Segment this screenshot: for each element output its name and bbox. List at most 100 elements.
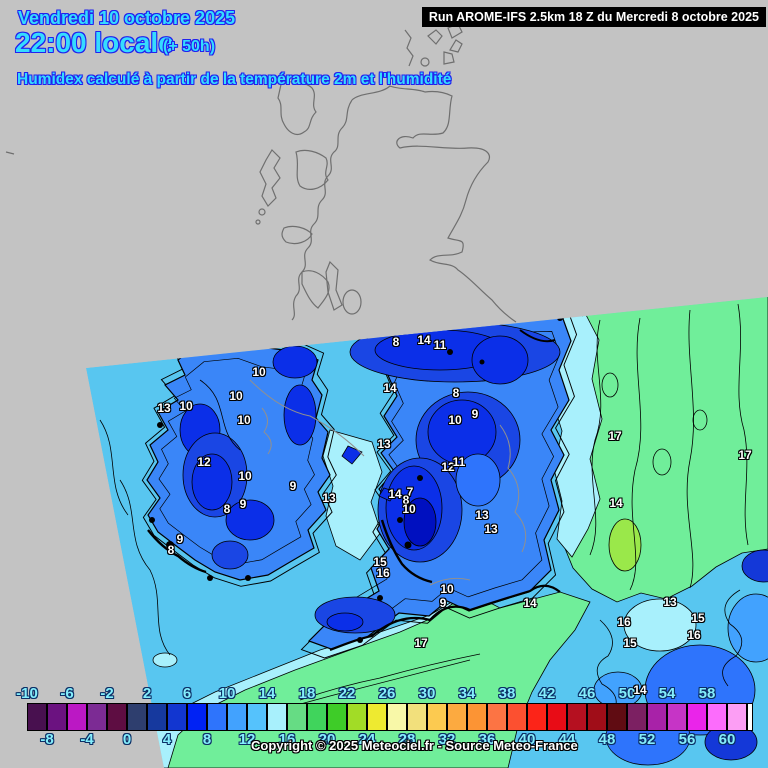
scale-tick: 56	[678, 731, 696, 748]
date-label: Vendredi 10 octobre 2025	[18, 8, 236, 28]
scale-tick: 40	[518, 731, 536, 748]
scale-tick: 36	[478, 731, 496, 748]
humidex-value-label: 15	[691, 611, 705, 625]
humidex-value-label: 13	[663, 595, 677, 609]
scale-cell	[707, 703, 727, 731]
ireland-region	[141, 329, 337, 587]
humidex-value-label: 15	[623, 636, 637, 650]
scale-tick: 0	[122, 731, 132, 748]
scale-cell	[447, 703, 467, 731]
scale-cell	[667, 703, 687, 731]
humidex-value-label: 13	[484, 522, 498, 536]
humidex-value-label: 16	[617, 615, 631, 629]
scale-tick: 32	[438, 731, 456, 748]
scale-cell	[427, 703, 447, 731]
scale-tick: 14	[258, 685, 276, 702]
humidex-value-label: 9	[289, 479, 297, 493]
scale-tick: 18	[298, 685, 316, 702]
scale-cell	[587, 703, 607, 731]
scale-cell	[647, 703, 667, 731]
humidex-value-label: 14	[383, 381, 397, 395]
time-label: 22:00 locale	[15, 27, 174, 58]
humidex-value-label: 9	[239, 497, 247, 511]
humidex-value-label: 14	[633, 683, 647, 697]
scale-cell	[267, 703, 287, 731]
scale-cell	[147, 703, 167, 731]
scale-tick: -10	[16, 685, 38, 702]
scale-tick: 16	[278, 731, 296, 748]
scale-tick: 44	[558, 731, 576, 748]
humidex-value-label: 10	[179, 399, 193, 413]
scale-tick: 60	[718, 731, 736, 748]
scale-tick: 46	[578, 685, 596, 702]
scale-tick: -8	[40, 731, 54, 748]
border-lines	[249, 379, 527, 586]
scale-cell	[107, 703, 127, 731]
humidex-value-label: 13	[322, 491, 336, 505]
scale-tick: 4	[162, 731, 172, 748]
scale-cell	[527, 703, 547, 731]
scale-end-cap	[747, 703, 753, 731]
humidex-value-label: 11	[452, 455, 466, 469]
humidex-value-label: 8	[402, 493, 410, 507]
forecast-offset-label: (+ 50h)	[163, 38, 216, 55]
scale-tick: 54	[658, 685, 676, 702]
scale-cell	[507, 703, 527, 731]
scale-cell	[347, 703, 367, 731]
humidex-value-label: 12	[197, 455, 211, 469]
scale-cell	[227, 703, 247, 731]
humidex-value-label: 14	[417, 333, 431, 347]
scale-cell	[407, 703, 427, 731]
coastline-outside-domain	[5, 23, 517, 323]
humidex-value-label: 10	[448, 413, 462, 427]
parameter-title: Humidex calculé à partir de la températu…	[17, 71, 452, 88]
scale-cell	[367, 703, 387, 731]
scale-cell	[467, 703, 487, 731]
scale-cell	[67, 703, 87, 731]
scale-cell	[287, 703, 307, 731]
scale-tick: 10	[218, 685, 236, 702]
scale-tick: 24	[358, 731, 376, 748]
scale-tick: -4	[80, 731, 94, 748]
scale-cell	[327, 703, 347, 731]
humidex-value-label: 8	[452, 386, 460, 400]
humidex-value-label: 10	[440, 582, 454, 596]
scale-tick: 38	[498, 685, 516, 702]
humidex-value-label: 12	[441, 460, 455, 474]
contour-lines	[99, 303, 749, 731]
humidex-value-label: 13	[157, 401, 171, 415]
scale-tick: 12	[238, 731, 256, 748]
scale-tick: 8	[202, 731, 212, 748]
scale-cell	[47, 703, 67, 731]
humidex-value-label: 16	[687, 628, 701, 642]
humidex-value-label: 10	[402, 502, 416, 516]
scale-tick: 6	[182, 685, 192, 702]
scale-cell	[487, 703, 507, 731]
humidex-value-label: 10	[229, 389, 243, 403]
copyright-notice: Copyright © 2025 Meteociel.fr - Source M…	[251, 738, 578, 753]
scale-tick: 34	[458, 685, 476, 702]
scale-cell	[687, 703, 707, 731]
humidex-value-label: 13	[377, 437, 391, 451]
model-run-banner: Run AROME-IFS 2.5km 18 Z du Mercredi 8 o…	[421, 7, 766, 27]
scale-cell	[87, 703, 107, 731]
humidex-value-label: 15	[373, 555, 387, 569]
scale-cell	[627, 703, 647, 731]
scale-tick: 28	[398, 731, 416, 748]
humidex-value-label: 13	[475, 508, 489, 522]
humidex-value-label: 14	[523, 596, 537, 610]
scale-tick: 22	[338, 685, 356, 702]
scale-cell	[207, 703, 227, 731]
humidex-value-label: 9	[471, 407, 479, 421]
humidex-value-label: 17	[608, 429, 622, 443]
humidex-value-label: 7	[406, 485, 414, 499]
scale-tick: 26	[378, 685, 396, 702]
scale-cell	[727, 703, 747, 731]
scale-cell	[187, 703, 207, 731]
scale-tick: -6	[60, 685, 74, 702]
scale-cell	[167, 703, 187, 731]
scale-cell	[247, 703, 267, 731]
scale-cell	[387, 703, 407, 731]
humidex-value-label: 8	[167, 543, 175, 557]
